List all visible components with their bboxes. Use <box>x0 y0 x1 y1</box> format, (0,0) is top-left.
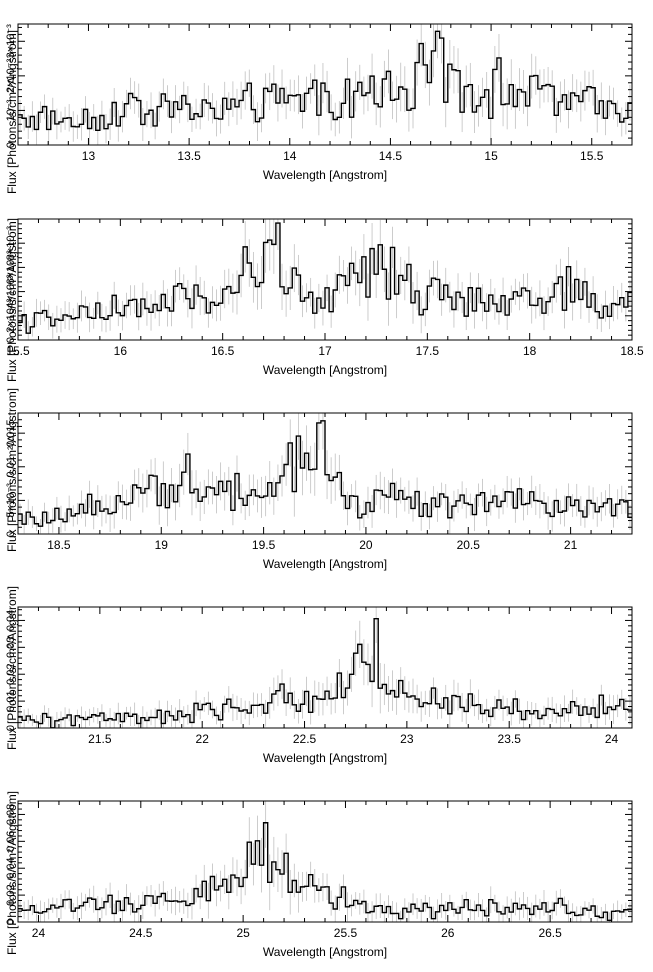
x-tick-label: 25 <box>236 926 250 940</box>
y-tick-label: 3×10⁻³ <box>5 24 17 59</box>
x-tick-label: 23.5 <box>498 732 522 746</box>
y-tick-label: 0.08 <box>5 804 17 825</box>
error-bars <box>19 219 631 340</box>
x-tick-label: 19.5 <box>252 538 276 552</box>
x-tick-label: 15.5 <box>6 344 30 358</box>
x-tick-label: 21.5 <box>88 732 112 746</box>
spectrum-step-line <box>18 822 632 922</box>
y-axis-label: Flux [Photons/s/cm²/Angstrom] <box>5 586 19 750</box>
chart-panel-4: 21.5 22 22.5 23 23.5 24 0 0.01 0.02 0.03 0.04 Wavel… <box>5 586 633 765</box>
y-tick-label: 0 <box>5 531 17 537</box>
spectrum-step-line <box>18 30 632 131</box>
error-bars <box>19 607 631 728</box>
y-axis-label: Flux [Photons/s/cm²/Angstrom] <box>5 30 19 194</box>
x-tick-label: 17.5 <box>416 344 440 358</box>
x-tick-label: 18.5 <box>620 344 644 358</box>
x-tick-label: 14.5 <box>379 149 403 163</box>
x-tick-label: 26 <box>441 926 455 940</box>
x-tick-label: 21 <box>564 538 578 552</box>
x-tick-label: 24.5 <box>129 926 153 940</box>
x-tick-label: 15 <box>484 149 498 163</box>
y-axis-label: Flux [Photons/s/cm²/Angstrom] <box>5 388 19 552</box>
plot-frame <box>17 23 633 146</box>
x-tick-label: 23 <box>400 732 414 746</box>
y-tick-label: 0.01 <box>5 690 17 711</box>
y-tick-label: 4×10⁻³ <box>5 274 17 309</box>
x-axis-label: Wavelength [Angstrom] <box>263 751 387 765</box>
y-tick-label: 10⁻³ <box>5 99 17 121</box>
chart-panel-1: 13 13.5 14 14.5 15 15.5 0 10⁻³ 2×10⁻³3×10⁻³ Wavel… <box>5 23 633 194</box>
y-axis-label: Flux [Photons/s/cm²/Angstrom] <box>5 791 19 955</box>
y-tick-label: 0.02 <box>5 664 17 685</box>
x-tick-label: 26.5 <box>538 926 562 940</box>
x-axis-label: Wavelength [Angstrom] <box>263 363 387 377</box>
x-tick-label: 13 <box>82 149 96 163</box>
y-tick-label: 2×10⁻³ <box>5 298 17 333</box>
x-tick-label: 14 <box>283 149 297 163</box>
x-tick-label: 16.5 <box>211 344 235 358</box>
x-axis-label: Wavelength [Angstrom] <box>263 168 387 182</box>
x-tick-label: 16 <box>114 344 128 358</box>
x-axis-label: Wavelength [Angstrom] <box>263 945 387 959</box>
y-tick-label: 6×10⁻³ <box>5 250 17 285</box>
chart-panel-3: 18.5 19 19.5 20 20.5 21 0 5×10⁻³ 0.01 0.015 Wavele… <box>5 388 633 571</box>
chart-panel-5: 24 24.5 25 25.5 26 26.5 0 0.02 0.04 0.06 0.08 Wavel… <box>5 791 633 959</box>
y-tick-label: 0 <box>5 142 17 148</box>
y-axis-label: Flux [Photons/s/cm²/Angstrom] <box>5 218 19 382</box>
y-tick-label: 0.04 <box>5 858 17 879</box>
x-axis-label: Wavelength [Angstrom] <box>263 557 387 571</box>
x-tick-label: 22 <box>196 732 210 746</box>
spectrum-step-line <box>18 420 632 527</box>
y-tick-label: 0.01 <box>5 456 17 477</box>
y-tick-label: 0.03 <box>5 637 17 658</box>
y-tick-label: 0.015 <box>5 419 17 447</box>
x-tick-label: 15.5 <box>580 149 604 163</box>
spectrum-step-line <box>18 222 632 334</box>
y-tick-label: 5×10⁻³ <box>5 483 17 518</box>
x-tick-label: 25.5 <box>334 926 358 940</box>
spectrum-step-line <box>18 618 632 729</box>
y-tick-label: 0.06 <box>5 831 17 852</box>
y-tick-label: 0.02 <box>5 884 17 905</box>
y-tick-label: 0 <box>5 337 17 343</box>
x-tick-label: 18.5 <box>47 538 71 552</box>
x-tick-label: 20 <box>359 538 373 552</box>
x-tick-label: 20.5 <box>457 538 481 552</box>
x-tick-label: 24 <box>605 732 619 746</box>
y-tick-label: 0 <box>5 725 17 731</box>
x-tick-label: 17 <box>318 344 332 358</box>
y-tick-label: 0 <box>5 919 17 925</box>
x-tick-label: 13.5 <box>177 149 201 163</box>
x-tick-label: 22.5 <box>293 732 317 746</box>
y-tick-label: 2×10⁻³ <box>5 58 17 93</box>
x-tick-label: 19 <box>155 538 169 552</box>
x-tick-label: 18 <box>523 344 537 358</box>
y-tick-label: 0.04 <box>5 610 17 631</box>
chart-panel-2: 15.5 16 16.5 17 17.5 18 18.5 0 2×10⁻³4×10⁻³6×10⁻… <box>5 218 644 382</box>
x-tick-label: 24 <box>32 926 46 940</box>
y-tick-label: 8×10⁻³ <box>5 226 17 261</box>
